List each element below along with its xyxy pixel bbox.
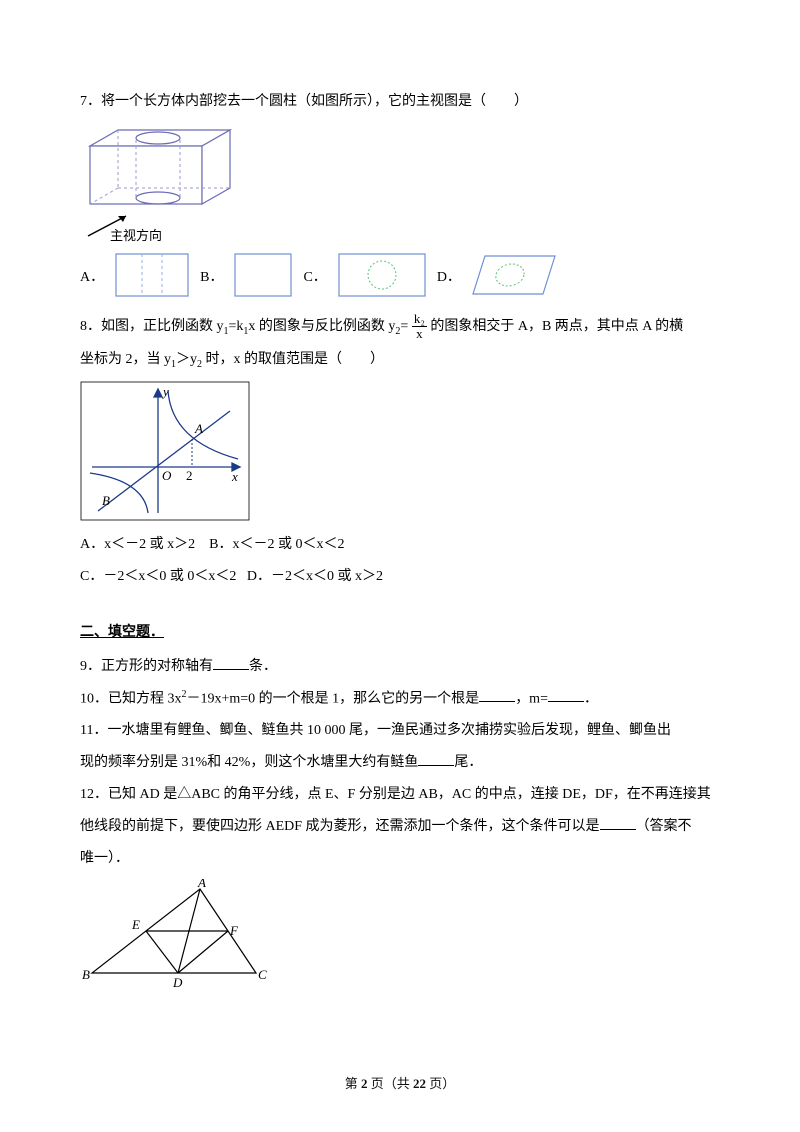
blank xyxy=(600,816,636,830)
q7-opt-c xyxy=(337,252,427,298)
q9: 9．正方形的对称轴有条． xyxy=(80,653,720,681)
total-pages: 22 xyxy=(413,1076,426,1091)
svg-text:O: O xyxy=(162,468,172,483)
q8-fraction: k₂x xyxy=(412,312,427,342)
q12-l1: 12．已知 AD 是△ABC 的角平分线，点 E、F 分别是边 AB，AC 的中… xyxy=(80,781,720,809)
opt-a-label: A． xyxy=(80,264,104,298)
svg-text:y: y xyxy=(161,384,169,399)
svg-text:C: C xyxy=(258,967,267,982)
q8-graph: y x A B O 2 xyxy=(80,381,720,521)
svg-text:A: A xyxy=(194,421,203,436)
q10: 10．已知方程 3x2－19x+m=0 的一个根是 1，那么它的另一个根是，m=… xyxy=(80,685,720,714)
q8-opts-row1: A．x＜－2 或 x＞2 B．x＜－2 或 0＜x＜2 xyxy=(80,531,720,559)
svg-text:D: D xyxy=(172,975,183,989)
q8-t1: 8．如图，正比例函数 y xyxy=(80,319,224,334)
q8-opts-row2: C．－2＜x＜0 或 0＜x＜2 D．－2＜x＜0 或 x＞2 xyxy=(80,563,720,591)
q8-opt-c: C．－2＜x＜0 或 0＜x＜2 xyxy=(80,569,236,584)
q7-opt-d xyxy=(471,252,559,298)
svg-text:A: A xyxy=(197,879,206,890)
q11-l2: 现的频率分别是 31%和 42%，则这个水塘里大约有鲢鱼尾． xyxy=(80,749,720,777)
blank xyxy=(213,656,249,670)
svg-text:B: B xyxy=(102,493,110,508)
q8-opt-a: A．x＜－2 或 x＞2 xyxy=(80,537,195,552)
q7-opt-b xyxy=(233,252,293,298)
q7-text: 7．将一个长方体内部挖去一个圆柱（如图所示），它的主视图是（ ） xyxy=(80,88,720,116)
section-2-title: 二、填空题． xyxy=(80,619,720,647)
svg-text:E: E xyxy=(131,917,140,932)
q8-t1e: 的图象相交于 A，B 两点，其中点 A 的横 xyxy=(427,319,683,334)
q8-opt-d: D．－2＜x＜0 或 x＞2 xyxy=(247,569,383,584)
q8-line2: 坐标为 2，当 y1＞y2 时，x 的取值范围是（ ） xyxy=(80,346,720,375)
arrow-label: 主视方向 xyxy=(110,228,162,242)
q12-graph: A B C D E F xyxy=(80,879,720,989)
q7-opt-a xyxy=(114,252,190,298)
q8-t1c: x 的图象与反比例函数 y xyxy=(248,319,395,334)
svg-text:B: B xyxy=(82,967,90,982)
svg-text:2: 2 xyxy=(186,468,193,483)
blank xyxy=(548,688,584,702)
opt-b-label: B． xyxy=(200,264,223,298)
q8-t2: 坐标为 2，当 y xyxy=(80,352,171,367)
q8-t1d: = xyxy=(400,319,411,334)
q8-line1: 8．如图，正比例函数 y1=k1x 的图象与反比例函数 y2= k₂x 的图象相… xyxy=(80,312,720,342)
q8-opt-b: B．x＜－2 或 0＜x＜2 xyxy=(209,537,344,552)
q8-t2b: ＞y xyxy=(176,352,197,367)
page-footer: 第 2 页（共 22 页） xyxy=(0,1073,800,1092)
q7-main-figure: 主视方向 xyxy=(80,122,720,242)
blank xyxy=(418,752,454,766)
q8-t1b: =k xyxy=(229,319,244,334)
blank xyxy=(479,688,515,702)
opt-d-label: D． xyxy=(437,264,461,298)
q11-l1: 11．一水塘里有鲤鱼、鲫鱼、鲢鱼共 10 000 尾，一渔民通过多次捕捞实验后发… xyxy=(80,717,720,745)
svg-text:x: x xyxy=(231,469,238,484)
q7-options: A． B． C． D． xyxy=(80,252,720,298)
opt-c-label: C． xyxy=(303,264,326,298)
q8-t2c: 时，x 的取值范围是（ ） xyxy=(202,352,384,367)
q12-l2: 他线段的前提下，要使四边形 AEDF 成为菱形，还需添加一个条件，这个条件可以是… xyxy=(80,813,720,841)
page-content: 7．将一个长方体内部挖去一个圆柱（如图所示），它的主视图是（ ） 主视方向 xyxy=(0,0,800,1039)
q12-l3: 唯一）． xyxy=(80,845,720,873)
svg-text:F: F xyxy=(229,923,239,938)
